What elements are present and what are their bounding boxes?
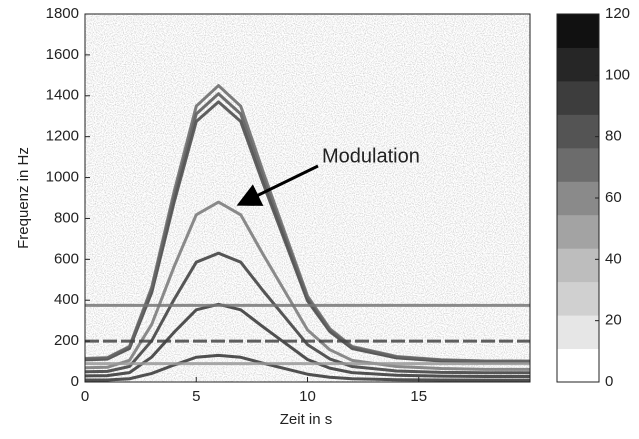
- colorbar-tick-label: 40: [605, 250, 622, 267]
- x-tick-label: 10: [299, 388, 316, 405]
- y-tick-label: 1400: [46, 87, 79, 104]
- colorbar-tick-label: 0: [605, 373, 613, 390]
- y-tick-label: 600: [54, 250, 79, 267]
- x-tick-label: 5: [192, 388, 200, 405]
- x-tick-label: 15: [410, 388, 427, 405]
- x-axis-label: Zeit in s: [280, 411, 333, 428]
- colorbar-band: [557, 80, 599, 115]
- colorbar-band: [557, 315, 599, 350]
- colorbar-band: [557, 147, 599, 182]
- y-tick-label: 1800: [46, 5, 79, 22]
- colorbar-band: [557, 14, 599, 48]
- colorbar-band: [557, 248, 599, 283]
- colorbar-tick-label: 100: [605, 66, 630, 83]
- colorbar-band: [557, 114, 599, 149]
- annotation: Modulation: [322, 145, 420, 167]
- spectrogram-noise: [85, 14, 530, 382]
- y-tick-label: 400: [54, 291, 79, 308]
- colorbar-tick-label: 60: [605, 189, 622, 206]
- colorbar-band: [557, 47, 599, 82]
- colorbar-band: [557, 348, 599, 383]
- y-tick-label: 0: [71, 373, 79, 390]
- colorbar-band: [557, 181, 599, 216]
- y-axis-label: Frequenz in Hz: [15, 147, 32, 249]
- y-tick-label: 200: [54, 332, 79, 349]
- harmonic-line: [84, 84, 530, 363]
- y-tick-label: 1200: [46, 128, 79, 145]
- y-tick-label: 1000: [46, 169, 79, 186]
- colorbar-band: [557, 281, 599, 316]
- annotation-arrow: [236, 164, 319, 206]
- colorbar-band: [557, 214, 599, 249]
- x-tick-label: 0: [81, 388, 89, 405]
- colorbar-tick-label: 20: [605, 312, 622, 329]
- y-tick-label: 800: [54, 209, 79, 226]
- y-tick-label: 1600: [46, 46, 79, 63]
- harmonic-line: [84, 200, 530, 371]
- colorbar-tick-label: 120: [605, 5, 630, 22]
- colorbar-tick-label: 80: [605, 128, 622, 145]
- harmonic-line: [84, 251, 530, 375]
